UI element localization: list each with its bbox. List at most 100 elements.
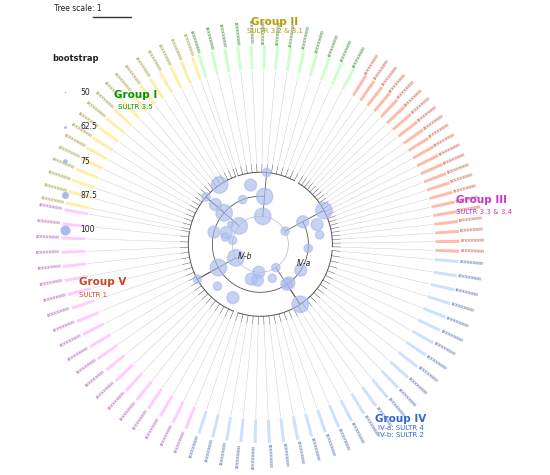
- Polygon shape: [125, 372, 143, 392]
- Text: XXXXXXXXXXX00000: XXXXXXXXXXX00000: [124, 64, 141, 86]
- Text: XXXXXXXXXXX00000: XXXXXXXXXXX00000: [460, 239, 485, 243]
- Polygon shape: [97, 344, 118, 360]
- Polygon shape: [210, 51, 219, 75]
- Text: XXXXXXXXXXX00000: XXXXXXXXXXX00000: [338, 428, 350, 451]
- Polygon shape: [135, 380, 152, 401]
- Polygon shape: [68, 190, 92, 199]
- Circle shape: [297, 216, 309, 228]
- Polygon shape: [366, 86, 383, 106]
- Text: XXXXXXXXXXX00000: XXXXXXXXXXX00000: [296, 441, 305, 465]
- Text: XXXXXXXXXXX00000: XXXXXXXXXXX00000: [417, 104, 438, 123]
- Text: XXXXXXXXXXX00000: XXXXXXXXXXX00000: [302, 25, 311, 49]
- Text: XXXXXXXXXXX00000: XXXXXXXXXXX00000: [63, 133, 86, 149]
- Polygon shape: [267, 419, 271, 443]
- Text: XXXXXXXXXXX00000: XXXXXXXXXXX00000: [76, 358, 98, 375]
- Text: XXXXXXXXXXX00000: XXXXXXXXXXX00000: [85, 101, 107, 119]
- Text: XXXXXXXXXXX00000: XXXXXXXXXXX00000: [189, 30, 200, 55]
- Text: Group I: Group I: [114, 90, 157, 100]
- Circle shape: [251, 274, 263, 286]
- Text: XXXXXXXXXXX00000: XXXXXXXXXXX00000: [70, 122, 92, 138]
- Text: XXXXXXXXXXX00000: XXXXXXXXXXX00000: [134, 57, 151, 79]
- Text: XXXXXXXXXXX00000: XXXXXXXXXXX00000: [43, 293, 67, 303]
- Circle shape: [283, 277, 295, 289]
- Polygon shape: [169, 66, 183, 89]
- Polygon shape: [76, 168, 99, 179]
- Text: XXXXXXXXXXX00000: XXXXXXXXXXX00000: [282, 443, 289, 467]
- Polygon shape: [286, 48, 293, 71]
- Text: XXXXXXXXXXX00000: XXXXXXXXXXX00000: [169, 38, 183, 61]
- Circle shape: [221, 233, 229, 241]
- Circle shape: [268, 274, 277, 282]
- Text: XXXXXXXXXXX00000: XXXXXXXXXXX00000: [453, 184, 477, 194]
- Text: XXXXXXXXXXX00000: XXXXXXXXXXX00000: [440, 329, 464, 343]
- Polygon shape: [423, 307, 446, 319]
- Text: XXXXXXXXXXX00000: XXXXXXXXXXX00000: [350, 421, 365, 445]
- Text: 75: 75: [80, 157, 90, 166]
- Text: XXXXXXXXXXX00000: XXXXXXXXXXX00000: [381, 66, 399, 87]
- Circle shape: [210, 259, 227, 276]
- Text: XXXXXXXXXXX00000: XXXXXXXXXXX00000: [37, 265, 62, 271]
- Polygon shape: [106, 354, 125, 371]
- Polygon shape: [429, 191, 453, 200]
- Circle shape: [281, 227, 289, 235]
- Text: XXXXXXXXXXX00000: XXXXXXXXXXX00000: [157, 43, 172, 67]
- Text: XXXXXXXXXXX00000: XXXXXXXXXXX00000: [433, 342, 456, 357]
- Text: Group II: Group II: [251, 17, 299, 27]
- Text: IV-a: IV-a: [296, 258, 311, 267]
- Text: XXXXXXXXXXX00000: XXXXXXXXXXX00000: [113, 72, 132, 93]
- Text: XXXXXXXXXXX00000: XXXXXXXXXXX00000: [107, 390, 126, 411]
- Circle shape: [239, 196, 247, 204]
- Polygon shape: [239, 418, 245, 442]
- Polygon shape: [436, 240, 459, 243]
- Polygon shape: [65, 201, 89, 209]
- Polygon shape: [350, 393, 365, 415]
- Text: XXXXXXXXXXX00000: XXXXXXXXXXX00000: [428, 123, 451, 139]
- Text: SULTR 1: SULTR 1: [79, 292, 107, 297]
- Text: XXXXXXXXXXX00000: XXXXXXXXXXX00000: [328, 33, 340, 57]
- Circle shape: [256, 188, 273, 205]
- Polygon shape: [62, 250, 85, 254]
- Polygon shape: [64, 208, 88, 215]
- Text: XXXXXXXXXXX00000: XXXXXXXXXXX00000: [426, 354, 448, 371]
- Polygon shape: [352, 75, 367, 96]
- Text: XXXXXXXXXXX00000: XXXXXXXXXXX00000: [459, 217, 483, 223]
- Polygon shape: [62, 237, 85, 240]
- Circle shape: [227, 292, 239, 304]
- Text: 62.5: 62.5: [80, 122, 97, 131]
- Polygon shape: [279, 418, 285, 442]
- Polygon shape: [427, 295, 450, 305]
- Text: Group III: Group III: [455, 195, 507, 205]
- Polygon shape: [436, 249, 459, 253]
- Polygon shape: [342, 68, 355, 90]
- Text: XXXXXXXXXXX00000: XXXXXXXXXXX00000: [458, 274, 482, 282]
- Text: XXXXXXXXXXX00000: XXXXXXXXXXX00000: [443, 152, 466, 166]
- Text: XXXXXXXXXXX00000: XXXXXXXXXXX00000: [410, 96, 431, 115]
- Text: Group IV: Group IV: [375, 414, 426, 425]
- Text: XXXXXXXXXXX00000: XXXXXXXXXXX00000: [455, 195, 480, 204]
- Polygon shape: [64, 275, 89, 282]
- Polygon shape: [405, 341, 426, 356]
- Circle shape: [253, 266, 265, 278]
- Polygon shape: [408, 137, 430, 152]
- Circle shape: [316, 231, 324, 239]
- Polygon shape: [403, 129, 424, 144]
- Text: XXXXXXXXXXX00000: XXXXXXXXXXX00000: [267, 444, 273, 468]
- Text: XXXXXXXXXXX00000: XXXXXXXXXXX00000: [36, 235, 60, 240]
- Polygon shape: [274, 46, 279, 70]
- Circle shape: [262, 169, 271, 177]
- Polygon shape: [106, 117, 126, 134]
- Text: SULTR 3.3 & 3.4: SULTR 3.3 & 3.4: [455, 209, 512, 215]
- Text: XXXXXXXXXXX00000: XXXXXXXXXXX00000: [78, 111, 99, 129]
- Text: XXXXXXXXXXX00000: XXXXXXXXXXX00000: [438, 142, 462, 156]
- Text: XXXXXXXXXXX00000: XXXXXXXXXXX00000: [94, 91, 114, 110]
- Polygon shape: [89, 333, 111, 348]
- Polygon shape: [320, 57, 331, 81]
- Circle shape: [228, 250, 244, 266]
- Circle shape: [221, 227, 232, 238]
- Circle shape: [208, 226, 220, 238]
- Circle shape: [202, 193, 210, 201]
- Text: XXXXXXXXXXX00000: XXXXXXXXXXX00000: [40, 279, 64, 287]
- Polygon shape: [304, 413, 314, 437]
- Text: XXXXXXXXXXX00000: XXXXXXXXXXX00000: [373, 59, 390, 81]
- Text: XXXXXXXXXXX00000: XXXXXXXXXXX00000: [451, 302, 475, 313]
